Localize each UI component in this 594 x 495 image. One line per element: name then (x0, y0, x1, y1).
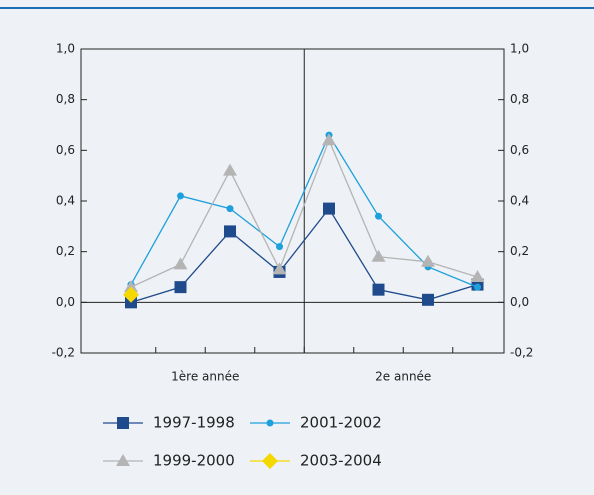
legend-label: 2001-2002 (300, 414, 382, 432)
group-label: 2e année (375, 370, 431, 384)
marker (262, 453, 278, 469)
marker (116, 454, 130, 466)
marker (375, 212, 382, 220)
y2-tick-label: -0,2 (510, 346, 533, 360)
marker (474, 283, 481, 291)
y-tick-label: 0,6 (56, 143, 75, 157)
marker (322, 133, 336, 146)
marker (272, 262, 287, 275)
marker (124, 280, 138, 293)
marker (372, 283, 385, 296)
marker (371, 249, 386, 262)
marker (276, 243, 283, 251)
y2-tick-label: 0,6 (510, 143, 529, 157)
y2-tick-label: 1,0 (510, 42, 529, 56)
y-tick-label: 0,8 (56, 92, 75, 106)
series-line (130, 138, 478, 288)
marker (226, 205, 234, 213)
series-line (130, 207, 478, 303)
series-line (130, 133, 478, 288)
y2-tick-label: 0,2 (510, 244, 529, 258)
y2-tick-label: 0,4 (510, 194, 529, 208)
marker (266, 419, 274, 427)
marker (177, 192, 184, 200)
y2-tick-label: 0,0 (510, 295, 529, 309)
marker (117, 417, 129, 429)
group-label: 1ère année (171, 370, 239, 384)
legend-label: 2003-2004 (300, 452, 382, 470)
marker (422, 293, 434, 306)
marker (223, 163, 237, 176)
marker (174, 281, 187, 294)
legend-label: 1999-2000 (153, 452, 235, 470)
y-tick-label: 0,0 (56, 295, 75, 309)
top-rule (0, 7, 594, 9)
y-tick-label: 1,0 (56, 42, 75, 56)
y-tick-label: 0,4 (56, 194, 75, 208)
marker (173, 257, 188, 270)
y2-tick-label: 0,8 (510, 92, 529, 106)
marker (470, 270, 485, 282)
marker (323, 202, 335, 215)
marker (421, 254, 435, 267)
marker (123, 286, 139, 303)
y-tick-label: -0,2 (52, 346, 75, 360)
marker (224, 225, 236, 238)
y-tick-label: 0,2 (56, 244, 75, 258)
legend-label: 1997-1998 (153, 414, 235, 432)
